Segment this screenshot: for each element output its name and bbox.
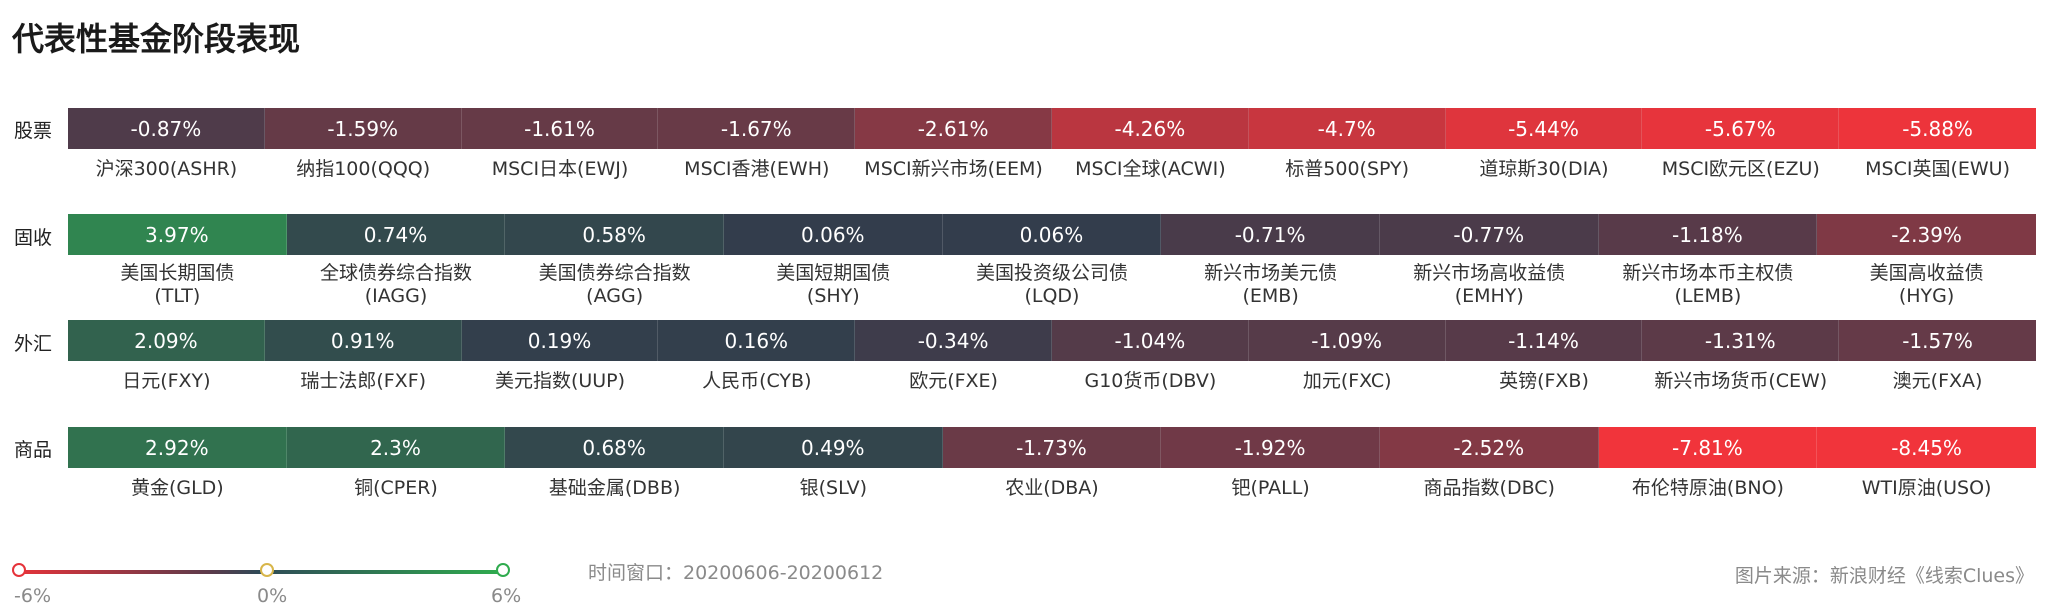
category-label: 布伦特原油(BNO) [1631, 477, 1784, 499]
category-label: MSCI新兴市场(EEM) [864, 158, 1043, 180]
category-label: 美元指数(UUP) [494, 370, 626, 392]
heatmap-row: 2.09% 0.91% 0.19% 0.16% -0.34% -1.04% -1.09% -1… [68, 320, 2036, 361]
category-label: 道琼斯30(DIA) [1479, 158, 1609, 180]
heatmap-cell: -2.52% [1379, 427, 1599, 468]
row-label: 固收 [14, 227, 53, 249]
heatmap-cell: 0.49% [723, 427, 943, 468]
heatmap-cell: 0.06% [942, 214, 1162, 255]
category-label: 澳元(FXA) [1892, 370, 1983, 392]
color-legend: -6% 0% 6% [10, 560, 521, 610]
row-label: 外汇 [14, 333, 53, 355]
heatmap-cell: -2.39% [1817, 214, 2036, 255]
heatmap-cell: 0.74% [286, 214, 506, 255]
category-label: MSCI全球(ACWI) [1075, 158, 1226, 180]
heatmap-cell: -2.61% [855, 108, 1052, 149]
heatmap-cell: -1.31% [1642, 320, 1840, 361]
heatmap-cell: -1.67% [658, 108, 856, 149]
heatmap-cell: -4.26% [1051, 108, 1249, 149]
category-label: MSCI英国(EWU) [1865, 158, 2010, 180]
heatmap-cell: -1.18% [1598, 214, 1818, 255]
category-label: 欧元(FXE) [909, 370, 998, 392]
heatmap-cell: -1.04% [1051, 320, 1249, 361]
heatmap-cell: -1.61% [461, 108, 659, 149]
heatmap-row: -0.87% -1.59% -1.61% -1.67% -2.61% -4.26% -4.7… [68, 108, 2036, 149]
category-labels: 美国长期国债 (TLT) 全球债券综合指数 (IAGG) 美国债券综合指数 (AGG… [68, 262, 2036, 308]
heatmap-cell: -5.44% [1445, 108, 1643, 149]
category-labels: 沪深300(ASHR) 纳指100(QQQ) MSCI日本(EWJ) MSCI香港(E… [68, 158, 2036, 181]
heatmap-cell: -1.73% [942, 427, 1162, 468]
heatmap-cell: -5.88% [1839, 108, 2036, 149]
heatmap-cell: -0.34% [855, 320, 1052, 361]
category-label: 新兴市场高收益债 (EMHY) [1413, 262, 1566, 307]
legend-min-knob [12, 563, 26, 577]
category-label: MSCI日本(EWJ) [491, 158, 629, 180]
heatmap-cell: 0.16% [658, 320, 856, 361]
category-label: 银(SLV) [799, 477, 867, 499]
legend-mid-label: 0% [257, 585, 288, 607]
category-label: 标普500(SPY) [1285, 158, 1410, 180]
heatmap-cell: -7.81% [1598, 427, 1818, 468]
category-label: G10货币(DBV) [1084, 370, 1217, 392]
category-label: 美国投资级公司债 (LQD) [975, 262, 1128, 307]
heatmap-cell: 0.91% [264, 320, 462, 361]
chart-title: 代表性基金阶段表现 [12, 20, 301, 58]
category-label: WTI原油(USO) [1861, 477, 1992, 499]
heatmap-cell: -1.57% [1839, 320, 2036, 361]
legend-max-knob [496, 563, 510, 577]
heatmap-cell: -0.77% [1379, 214, 1599, 255]
heatmap-cell: 0.58% [505, 214, 724, 255]
category-label: 英镑(FXB) [1499, 370, 1589, 392]
legend-mid-knob [260, 563, 274, 577]
row-label: 股票 [14, 120, 53, 142]
category-label: 商品指数(DBC) [1423, 477, 1555, 499]
category-label: 农业(DBA) [1005, 477, 1099, 499]
category-label: 日元(FXY) [122, 370, 211, 392]
row-label: 商品 [14, 439, 53, 461]
source-text: 图片来源：新浪财经《线索Clues》 [1734, 565, 2034, 587]
heatmap-cell: -1.92% [1161, 427, 1380, 468]
heatmap-cell: -1.14% [1445, 320, 1643, 361]
heatmap-cell: -5.67% [1642, 108, 1840, 149]
category-label: 美国债券综合指数 (AGG) [538, 262, 691, 307]
heatmap-cell: 2.3% [286, 427, 506, 468]
category-label: 新兴市场美元债 (EMB) [1204, 262, 1338, 307]
category-labels: 日元(FXY) 瑞士法郎(FXF) 美元指数(UUP) 人民币(CYB) 欧元(FXE)… [68, 370, 2036, 393]
heatmap-cell: 2.92% [68, 427, 287, 468]
category-label: 全球债券综合指数 (IAGG) [319, 262, 472, 307]
category-labels: 黄金(GLD) 铜(CPER) 基础金属(DBB) 银(SLV) 农业(DBA) 钯(PA… [68, 477, 2036, 500]
category-label: 纳指100(QQQ) [296, 158, 431, 180]
heatmap-cell: 0.06% [723, 214, 943, 255]
category-label: 钯(PALL) [1231, 477, 1310, 499]
heatmap-cell: -8.45% [1817, 427, 2036, 468]
category-label: 沪深300(ASHR) [95, 158, 238, 180]
category-label: 基础金属(DBB) [548, 477, 681, 499]
heatmap-cell: 0.19% [461, 320, 659, 361]
category-label: 新兴市场本币主权债 (LEMB) [1622, 262, 1794, 307]
legend-max-label: 6% [491, 585, 522, 607]
heatmap-cell: 3.97% [68, 214, 287, 255]
category-label: MSCI欧元区(EZU) [1661, 158, 1820, 180]
legend-min-label: -6% [14, 585, 51, 607]
heatmap-cell: -4.7% [1248, 108, 1446, 149]
heatmap-cell: 0.68% [505, 427, 724, 468]
category-label: 加元(FXC) [1302, 370, 1392, 392]
heatmap-cell: -1.59% [264, 108, 462, 149]
heatmap-cell: 2.09% [68, 320, 265, 361]
category-label: 美国高收益债 (HYG) [1869, 262, 1984, 307]
category-label: 人民币(CYB) [702, 370, 812, 392]
heatmap-row: 2.92% 2.3% 0.68% 0.49% -1.73% -1.92% -2.52% -7.… [68, 427, 2036, 468]
category-label: MSCI香港(EWH) [684, 158, 830, 180]
time-window-text: 时间窗口：20200606-20200612 [588, 562, 884, 584]
heatmap-cell: -1.09% [1248, 320, 1446, 361]
category-label: 美国短期国债 (SHY) [776, 262, 891, 307]
category-label: 瑞士法郎(FXF) [300, 370, 427, 392]
heatmap-row: 3.97% 0.74% 0.58% 0.06% 0.06% -0.71% -0.77% -1.… [68, 214, 2036, 255]
category-label: 黄金(GLD) [130, 477, 224, 499]
heatmap-cell: -0.71% [1161, 214, 1380, 255]
category-label: 美国长期国债 (TLT) [120, 262, 235, 307]
heatmap-cell: -0.87% [68, 108, 265, 149]
category-label: 铜(CPER) [354, 477, 438, 499]
category-label: 新兴市场货币(CEW) [1654, 370, 1828, 392]
